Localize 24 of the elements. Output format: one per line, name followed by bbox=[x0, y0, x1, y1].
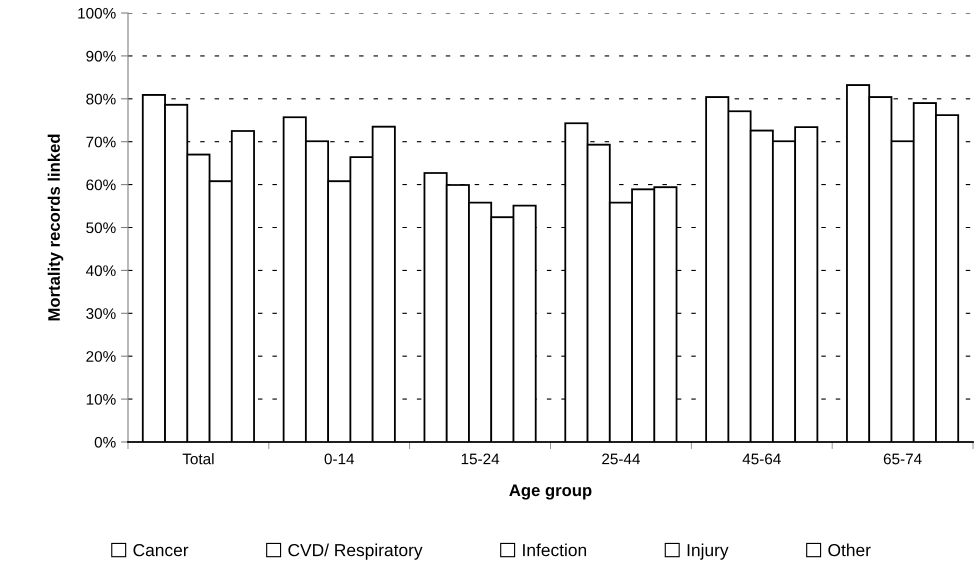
y-tick-label: 50% bbox=[86, 222, 116, 234]
y-tick-label: 0% bbox=[94, 436, 116, 448]
y-tick-label: 90% bbox=[86, 50, 116, 62]
y-tick-label: 10% bbox=[86, 394, 116, 405]
legend-label: Injury bbox=[688, 544, 729, 560]
y-axis-title: Mortality records linked bbox=[48, 134, 64, 320]
legend-label: Infection bbox=[523, 544, 586, 556]
x-axis-title: Age group bbox=[509, 484, 592, 500]
legend-label: CVD/ Respiratory bbox=[288, 544, 423, 560]
legend-label: Cancer bbox=[133, 544, 188, 556]
y-tick-label: 40% bbox=[86, 265, 116, 276]
legend-label: Other bbox=[828, 544, 871, 556]
x-tick-label: 25-44 bbox=[602, 454, 640, 464]
x-tick-label: 65-74 bbox=[884, 454, 922, 464]
y-tick-label: 80% bbox=[86, 94, 116, 104]
y-tick-label: 100% bbox=[78, 8, 116, 19]
y-tick-label: 70% bbox=[86, 136, 116, 148]
x-tick-label: 45-64 bbox=[742, 454, 781, 464]
y-tick-label: 20% bbox=[86, 351, 116, 362]
x-tick-label: Total bbox=[182, 453, 214, 464]
y-tick-label: 60% bbox=[86, 179, 116, 190]
x-tick-label: 15-24 bbox=[462, 454, 500, 464]
y-tick-label: 30% bbox=[86, 308, 116, 319]
x-tick-label: 0-14 bbox=[324, 454, 354, 464]
